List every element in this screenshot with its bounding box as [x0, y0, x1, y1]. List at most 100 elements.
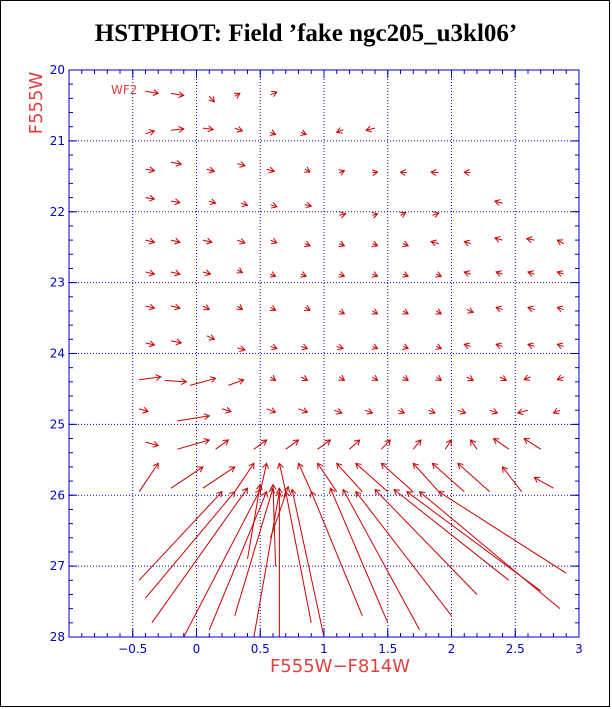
vector-arrow	[516, 408, 529, 416]
vector-head	[371, 308, 379, 315]
vector-shaft	[435, 310, 442, 315]
vector-arrow	[371, 374, 379, 381]
vector-shaft	[170, 161, 182, 165]
vector-arrow	[399, 211, 407, 218]
vector-head	[255, 488, 262, 496]
vector-head	[353, 439, 361, 446]
vector-shaft	[464, 241, 471, 245]
vector-arrow	[237, 345, 246, 352]
vector-head	[148, 269, 156, 277]
vector-shaft	[317, 463, 338, 492]
vector-shaft	[393, 489, 510, 581]
vector-head	[556, 270, 564, 277]
vector-shaft	[527, 306, 535, 311]
vector-head	[338, 374, 346, 381]
vector-head	[355, 490, 362, 498]
vector-head	[365, 125, 372, 133]
vector-head	[500, 375, 508, 382]
vector-head	[338, 271, 346, 278]
vector-shaft	[402, 310, 409, 315]
vector-arrow	[237, 238, 246, 245]
vector-shaft	[502, 466, 523, 493]
vector-head	[178, 125, 185, 133]
vector-head	[300, 129, 308, 136]
x-tick-label: 2.5	[506, 642, 525, 656]
vector-head	[435, 343, 443, 350]
y-tick-label: 24	[50, 347, 65, 361]
vector-arrow	[170, 91, 185, 99]
vector-head	[297, 462, 304, 470]
x-tick-label: 0	[193, 642, 201, 656]
vector-arrow	[435, 308, 443, 315]
vector-head	[148, 194, 156, 202]
vector-shaft	[372, 310, 378, 315]
vector-arrow	[493, 199, 503, 206]
vector-arrow	[266, 166, 276, 174]
vector-shaft	[432, 212, 439, 216]
vector-head	[355, 462, 362, 470]
vector-shaft	[334, 409, 343, 414]
vector-arrow	[270, 202, 278, 209]
vector-shaft	[557, 239, 564, 245]
vector-arrow	[430, 239, 439, 247]
vector-arrow	[457, 408, 467, 415]
vector-shaft	[464, 171, 471, 174]
vector-head	[301, 375, 309, 382]
vector-head	[208, 334, 216, 341]
vector-head	[371, 343, 379, 350]
vector-head	[239, 345, 246, 352]
vector-head	[239, 238, 246, 245]
vector-arrow	[269, 374, 277, 381]
vector-arrow	[283, 490, 312, 623]
vector-head	[493, 235, 501, 243]
vector-head	[174, 269, 181, 277]
vector-shaft	[269, 486, 289, 538]
vector-head	[523, 374, 531, 381]
vector-arrow	[374, 488, 478, 595]
vector-arrow	[402, 271, 410, 278]
vector-head	[501, 466, 509, 473]
vector-arrow	[329, 487, 389, 624]
vector-shaft	[170, 271, 181, 275]
vector-head	[148, 340, 156, 348]
vector-arrow	[355, 462, 389, 493]
vector-shaft	[464, 343, 471, 347]
vector-arrow	[298, 407, 309, 414]
y-axis-title: F555W	[26, 72, 47, 135]
vector-head	[152, 462, 159, 470]
vector-head	[430, 169, 437, 176]
vector-arrow	[431, 462, 465, 493]
vector-arrow	[170, 466, 204, 489]
vector-shaft	[517, 409, 529, 414]
vector-shaft	[170, 305, 181, 309]
vector-head	[236, 267, 244, 274]
vector-arrow	[501, 466, 523, 493]
vector-head	[324, 439, 332, 446]
vector-field	[138, 89, 567, 638]
vector-head	[467, 375, 475, 382]
vector-shaft	[444, 439, 452, 450]
vector-shaft	[300, 376, 308, 381]
vector-head	[180, 378, 188, 385]
vector-arrow	[145, 340, 156, 348]
vector-head	[228, 466, 236, 473]
vector-shaft	[493, 438, 510, 450]
vector-head	[216, 490, 223, 498]
vector-head	[402, 374, 409, 381]
vector-arrow	[138, 406, 149, 414]
vector-head	[305, 201, 313, 209]
vector-head	[556, 374, 564, 381]
vector-shaft	[291, 489, 325, 638]
y-tick-label: 22	[50, 205, 65, 219]
vector-shaft	[170, 340, 182, 344]
vector-shaft	[557, 376, 564, 381]
vector-arrow	[336, 462, 363, 493]
vector-head	[533, 476, 541, 483]
vector-arrow	[270, 90, 278, 98]
vector-head	[527, 305, 534, 313]
vector-arrow	[527, 270, 535, 277]
vector-shaft	[270, 345, 277, 350]
vector-head	[429, 407, 436, 415]
vector-arrow	[556, 374, 564, 381]
vector-shaft	[298, 463, 312, 492]
